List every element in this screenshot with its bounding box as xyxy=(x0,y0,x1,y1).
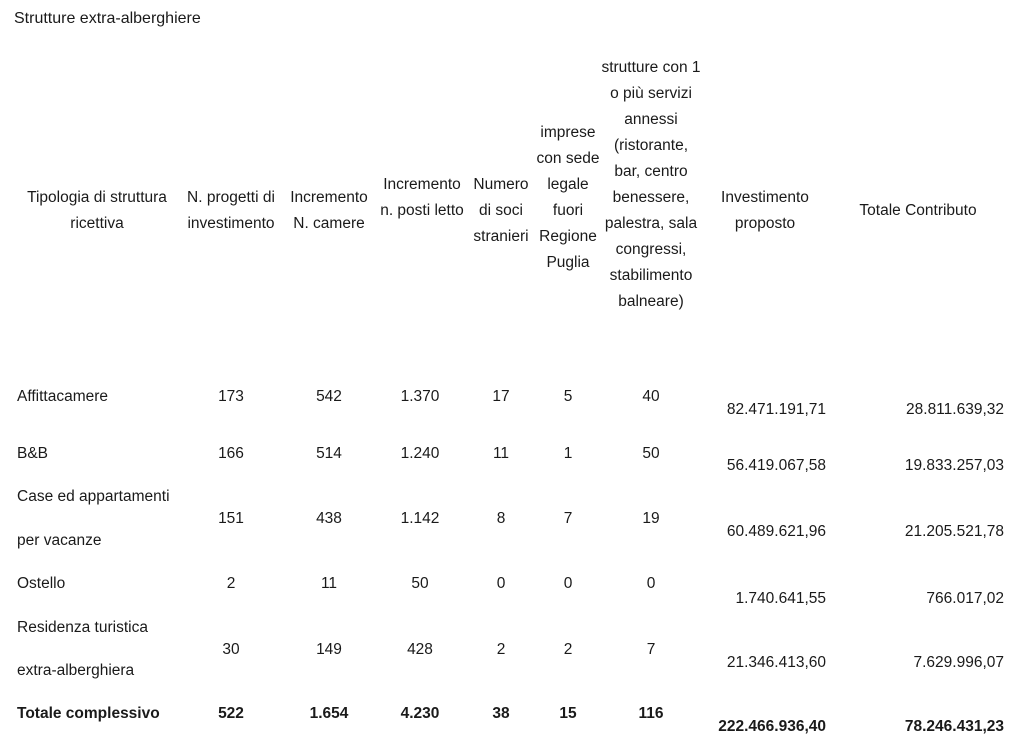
cell-progetti: 173 xyxy=(218,388,244,405)
cell-soci: 17 xyxy=(492,388,510,405)
header-camere: Incremento N. camere xyxy=(290,189,368,232)
cell-posti: 1.240 xyxy=(400,445,440,462)
cell-posti: 50 xyxy=(411,575,429,592)
total-label: Totale complessivo xyxy=(17,705,160,722)
total-camere: 1.654 xyxy=(309,705,349,722)
header-posti: Incremento n. posti letto xyxy=(380,176,464,219)
cell-soci: 0 xyxy=(496,575,506,592)
cell-camere: 149 xyxy=(316,641,342,658)
cell-camere: 542 xyxy=(316,388,342,405)
header-strutture: strutture con 1 o più servizi annessi (r… xyxy=(601,59,701,310)
cell-progetti: 151 xyxy=(218,510,244,527)
cell-posti: 428 xyxy=(407,641,433,658)
cell-camere: 11 xyxy=(320,575,338,592)
cell-camere: 514 xyxy=(316,445,342,462)
cell-investimento: 21.346.413,60 xyxy=(726,654,826,671)
cell-posti: 1.370 xyxy=(400,388,440,405)
total-soci: 38 xyxy=(492,705,510,722)
cell-strutture: 0 xyxy=(646,575,656,592)
total-posti: 4.230 xyxy=(400,705,440,722)
cell-imprese: 7 xyxy=(563,510,573,527)
cell-soci: 11 xyxy=(492,445,510,462)
cell-progetti: 166 xyxy=(218,445,244,462)
table-caption: Strutture extra-alberghiere xyxy=(14,10,201,27)
cell-investimento: 1.740.641,55 xyxy=(735,590,826,607)
cell-strutture: 7 xyxy=(646,641,656,658)
total-strutture: 116 xyxy=(638,705,664,722)
cell-posti: 1.142 xyxy=(400,510,440,527)
row-label: Ostello xyxy=(17,575,66,592)
cell-progetti: 30 xyxy=(222,641,240,658)
header-imprese: imprese con sede legale fuori Regione Pu… xyxy=(536,124,600,271)
cell-soci: 8 xyxy=(496,510,506,527)
cell-investimento: 56.419.067,58 xyxy=(726,457,826,474)
cell-contributo: 7.629.996,07 xyxy=(913,654,1004,671)
row-label: Case ed appartamenti xyxy=(17,488,170,505)
cell-strutture: 19 xyxy=(642,510,660,527)
header-soci: Numero di soci stranieri xyxy=(473,176,529,245)
cell-investimento: 82.471.191,71 xyxy=(726,401,826,418)
cell-imprese: 2 xyxy=(563,641,573,658)
cell-camere: 438 xyxy=(316,510,342,527)
header-contributo: Totale Contributo xyxy=(859,202,977,219)
total-contributo: 78.246.431,23 xyxy=(904,718,1004,735)
total-progetti: 522 xyxy=(218,705,244,722)
total-imprese: 15 xyxy=(559,705,577,722)
row-label-line2: per vacanze xyxy=(17,532,102,549)
cell-investimento: 60.489.621,96 xyxy=(726,523,826,540)
header-progetti: N. progetti di investimento xyxy=(187,189,275,232)
cell-soci: 2 xyxy=(496,641,506,658)
cell-contributo: 21.205.521,78 xyxy=(904,523,1004,540)
cell-strutture: 40 xyxy=(642,388,660,405)
cell-contributo: 28.811.639,32 xyxy=(906,401,1004,418)
total-investimento: 222.466.936,40 xyxy=(718,718,826,735)
row-label: Affittacamere xyxy=(17,388,109,405)
cell-contributo: 766.017,02 xyxy=(926,590,1004,607)
cell-progetti: 2 xyxy=(226,575,236,592)
cell-contributo: 19.833.257,03 xyxy=(904,457,1004,474)
header-investimento: Investimento proposto xyxy=(721,189,809,232)
cell-imprese: 0 xyxy=(563,575,573,592)
cell-strutture: 50 xyxy=(642,445,660,462)
cell-imprese: 5 xyxy=(563,388,573,405)
header-tipologia: Tipologia di struttura ricettiva xyxy=(27,189,167,232)
row-label: Residenza turistica xyxy=(17,619,148,636)
row-label-line2: extra-alberghiera xyxy=(17,662,135,679)
cell-imprese: 1 xyxy=(563,445,573,462)
row-label: B&B xyxy=(17,445,49,462)
